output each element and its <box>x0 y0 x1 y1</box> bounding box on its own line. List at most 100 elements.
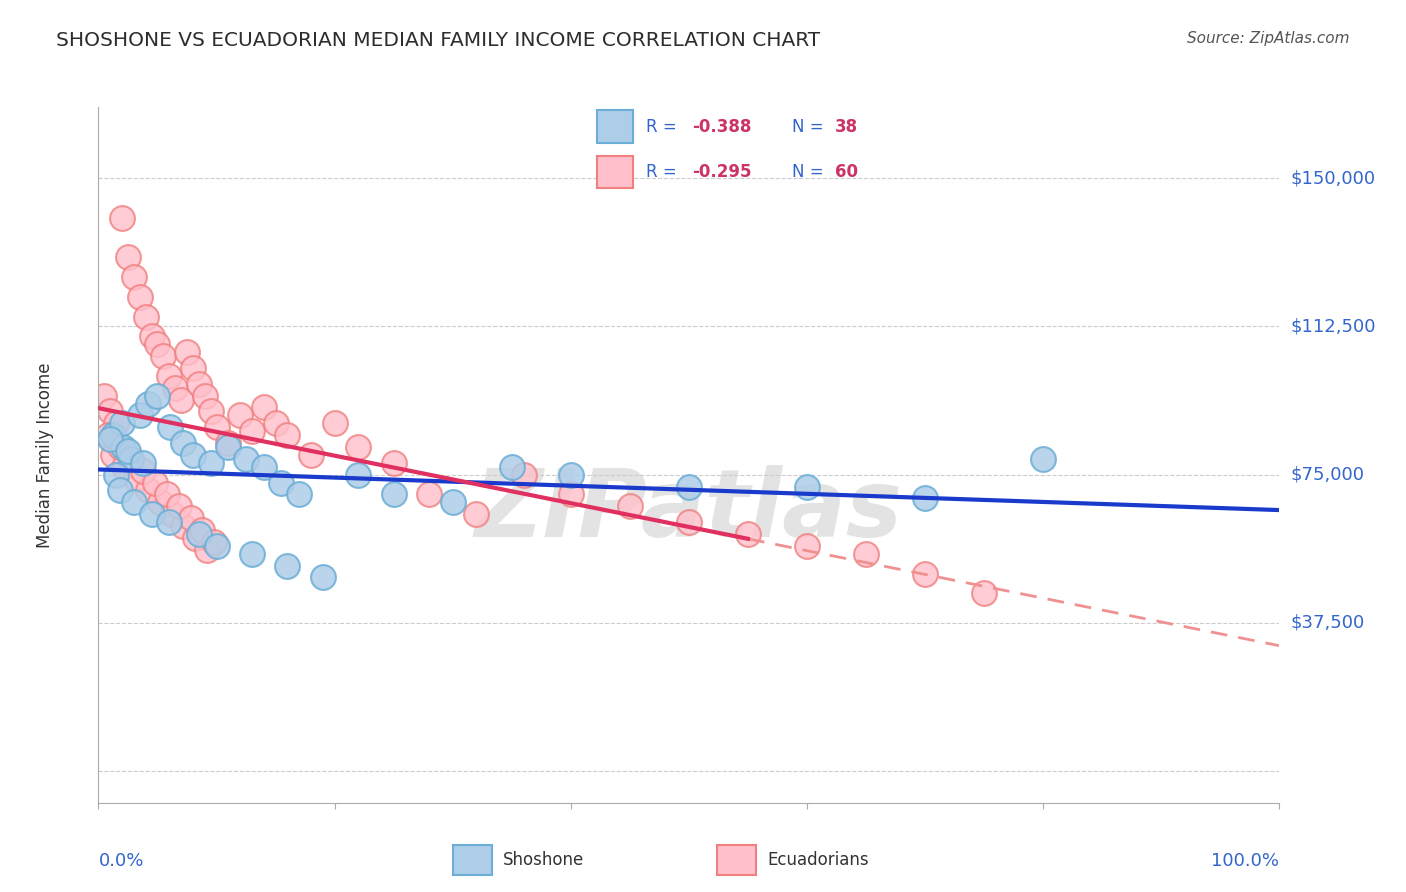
Point <box>105 467 128 482</box>
Point <box>146 389 169 403</box>
Point <box>973 586 995 600</box>
Text: $75,000: $75,000 <box>1291 466 1365 483</box>
Point <box>347 467 370 482</box>
Point <box>299 448 322 462</box>
Point <box>205 420 228 434</box>
Point <box>98 404 121 418</box>
Point <box>172 519 194 533</box>
Point <box>141 507 163 521</box>
Point <box>253 401 276 415</box>
Point <box>111 211 134 225</box>
Point <box>93 389 115 403</box>
Point <box>323 417 346 431</box>
Point <box>855 547 877 561</box>
Text: Shoshone: Shoshone <box>503 851 585 869</box>
Point <box>737 527 759 541</box>
Point <box>152 349 174 363</box>
Point <box>217 436 239 450</box>
Point <box>914 491 936 506</box>
Point <box>512 467 534 482</box>
Point <box>108 483 131 498</box>
Point <box>678 479 700 493</box>
Point <box>276 428 298 442</box>
Point <box>253 459 276 474</box>
Point <box>312 570 335 584</box>
Text: N =: N = <box>792 118 828 136</box>
Text: N =: N = <box>792 163 828 181</box>
Point <box>121 451 143 466</box>
Point <box>235 451 257 466</box>
Point <box>167 500 190 514</box>
Point <box>156 487 179 501</box>
Text: 38: 38 <box>835 118 858 136</box>
Point <box>796 539 818 553</box>
Point <box>128 290 150 304</box>
Point <box>200 404 222 418</box>
Point <box>149 495 172 509</box>
Point <box>180 511 202 525</box>
Text: Median Family Income: Median Family Income <box>37 362 55 548</box>
FancyBboxPatch shape <box>717 845 756 875</box>
Point <box>141 329 163 343</box>
Point <box>117 444 139 458</box>
Text: -0.388: -0.388 <box>693 118 752 136</box>
Point <box>143 475 166 490</box>
Point <box>101 428 124 442</box>
Point <box>217 440 239 454</box>
Point <box>97 428 120 442</box>
Text: R =: R = <box>647 163 682 181</box>
Point <box>382 487 405 501</box>
Point <box>172 436 194 450</box>
Point <box>347 440 370 454</box>
Point <box>181 361 204 376</box>
Point <box>465 507 488 521</box>
Text: Source: ZipAtlas.com: Source: ZipAtlas.com <box>1187 31 1350 46</box>
Point <box>136 396 159 410</box>
Point <box>132 464 155 478</box>
Point <box>200 456 222 470</box>
Point <box>125 472 148 486</box>
Point <box>264 417 287 431</box>
Point <box>229 409 252 423</box>
Text: 100.0%: 100.0% <box>1212 852 1279 870</box>
Text: -0.295: -0.295 <box>693 163 752 181</box>
Point <box>135 310 157 324</box>
Point <box>111 417 134 431</box>
Text: SHOSHONE VS ECUADORIAN MEDIAN FAMILY INCOME CORRELATION CHART: SHOSHONE VS ECUADORIAN MEDIAN FAMILY INC… <box>56 31 820 50</box>
Point <box>160 507 183 521</box>
Point <box>122 270 145 285</box>
FancyBboxPatch shape <box>596 111 633 144</box>
Point <box>101 448 124 462</box>
FancyBboxPatch shape <box>453 845 492 875</box>
Point <box>184 531 207 545</box>
Point <box>105 417 128 431</box>
Point <box>270 475 292 490</box>
Point <box>176 345 198 359</box>
Text: $37,500: $37,500 <box>1291 614 1365 632</box>
Point <box>276 558 298 573</box>
Point <box>619 500 641 514</box>
Point <box>194 389 217 403</box>
Point <box>914 566 936 581</box>
Point <box>121 451 143 466</box>
Point <box>191 523 214 537</box>
Point <box>441 495 464 509</box>
Point <box>205 539 228 553</box>
Point <box>288 487 311 501</box>
Text: $150,000: $150,000 <box>1291 169 1375 187</box>
Text: 60: 60 <box>835 163 858 181</box>
Point <box>240 547 263 561</box>
Point <box>136 483 159 498</box>
Point <box>98 432 121 446</box>
Point <box>132 456 155 470</box>
Point <box>560 487 582 501</box>
Point <box>157 515 180 529</box>
Text: 0.0%: 0.0% <box>98 852 143 870</box>
Text: R =: R = <box>647 118 682 136</box>
Point <box>560 467 582 482</box>
Text: $112,500: $112,500 <box>1291 318 1376 335</box>
Point <box>187 376 209 391</box>
Point <box>165 381 187 395</box>
Point <box>108 440 131 454</box>
Point <box>122 495 145 509</box>
